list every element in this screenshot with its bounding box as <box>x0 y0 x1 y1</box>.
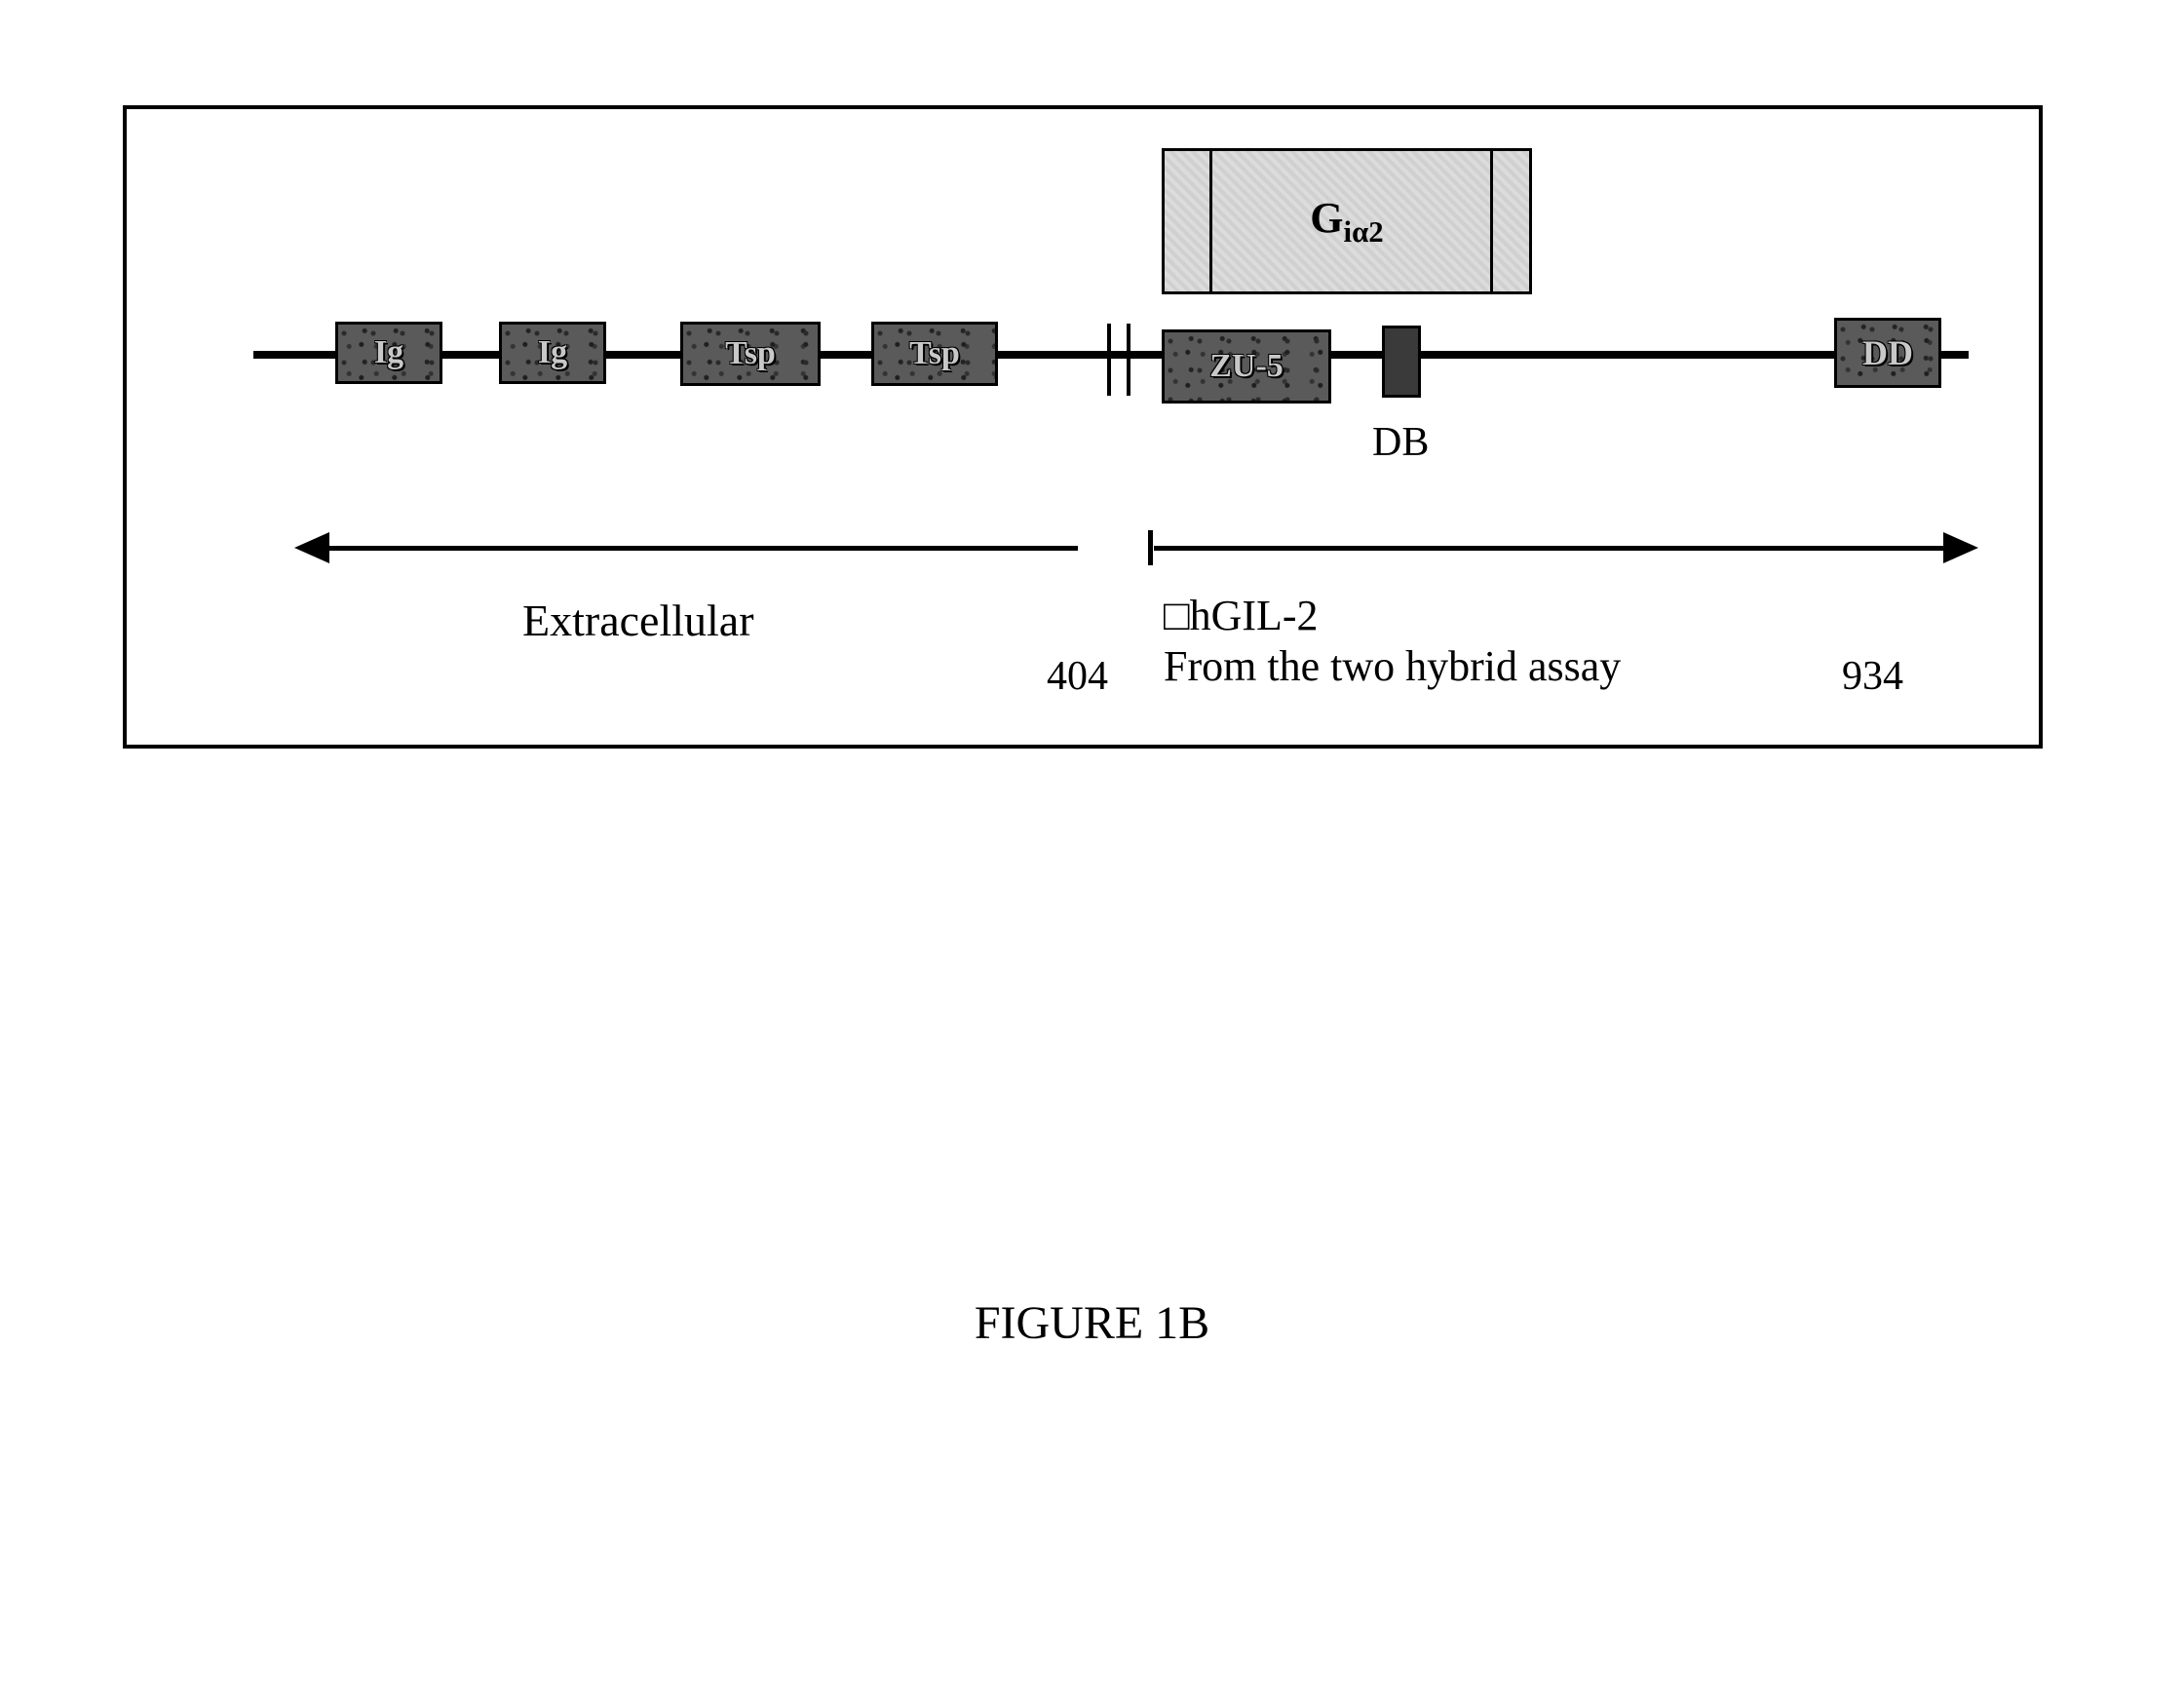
domain-dd-label: DD <box>1862 332 1913 373</box>
position-934-label: 934 <box>1842 653 1903 700</box>
arrow-right-line <box>1154 546 1943 551</box>
from-assay-label: From the two hybrid assay <box>1164 641 1621 691</box>
domain-dd: DD <box>1834 318 1941 388</box>
figure-caption: FIGURE 1B <box>975 1296 1209 1350</box>
domain-ig1: Ig <box>335 322 442 384</box>
domain-zu5: ZU-5 <box>1162 329 1331 404</box>
domain-db-box <box>1382 326 1421 398</box>
membrane-line-1 <box>1107 324 1111 396</box>
arrow-right-start-bar <box>1148 530 1153 565</box>
extracellular-label: Extracellular <box>522 595 754 646</box>
membrane-line-2 <box>1127 324 1130 396</box>
hgil2-label: □hGIL-2 <box>1164 591 1319 640</box>
g-ia2-box: Giα2 <box>1162 148 1532 294</box>
diagram-frame: Giα2 Ig Ig Tsp Tsp ZU-5 DD DB Extracellu <box>123 105 2043 749</box>
domain-tsp2-label: Tsp <box>909 335 960 372</box>
domain-ig1-label: Ig <box>374 334 403 371</box>
arrow-right-head-icon <box>1943 532 1978 563</box>
position-404-label: 404 <box>1047 653 1108 700</box>
domain-ig2: Ig <box>499 322 606 384</box>
arrow-left-head-icon <box>294 532 329 563</box>
g-box-divider-right <box>1490 151 1493 291</box>
db-label: DB <box>1372 419 1429 466</box>
domain-tsp1: Tsp <box>680 322 821 386</box>
domain-ig2-label: Ig <box>538 334 567 371</box>
g-ia2-label: Giα2 <box>1310 193 1383 250</box>
g-box-divider-left <box>1209 151 1212 291</box>
arrow-left-line <box>329 546 1078 551</box>
domain-tsp2: Tsp <box>871 322 998 386</box>
protein-domain-diagram: Giα2 Ig Ig Tsp Tsp ZU-5 DD DB Extracellu <box>127 109 2039 745</box>
domain-tsp1-label: Tsp <box>725 335 776 372</box>
domain-zu5-label: ZU-5 <box>1209 348 1284 385</box>
